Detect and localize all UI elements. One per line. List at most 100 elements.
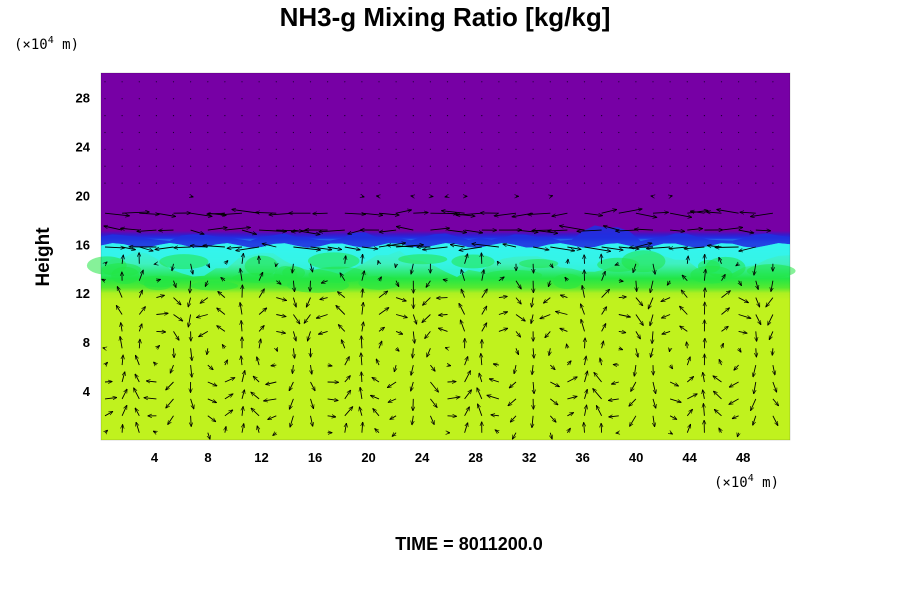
vector-field bbox=[102, 81, 779, 439]
calm-vector bbox=[258, 148, 260, 150]
wind-vector bbox=[338, 292, 346, 298]
wind-vector bbox=[618, 331, 626, 332]
wind-vector bbox=[362, 322, 364, 332]
wind-vector bbox=[379, 341, 382, 349]
wind-vector bbox=[703, 390, 705, 399]
wind-vector bbox=[704, 269, 705, 281]
wind-vector bbox=[344, 357, 350, 366]
wind-vector bbox=[516, 348, 519, 354]
wind-vector bbox=[630, 415, 637, 427]
calm-vector bbox=[446, 131, 449, 134]
wind-vector bbox=[565, 277, 567, 280]
calm-vector bbox=[532, 182, 534, 184]
wind-vector bbox=[338, 325, 346, 332]
calm-vector bbox=[669, 98, 671, 100]
calm-vector bbox=[566, 115, 569, 117]
calm-vector bbox=[601, 182, 603, 184]
wind-vector bbox=[207, 228, 227, 231]
wind-vector bbox=[146, 381, 157, 382]
plot-area bbox=[86, 72, 796, 440]
wind-vector bbox=[460, 320, 466, 332]
wind-vector bbox=[618, 209, 642, 214]
x-tick-label: 32 bbox=[522, 450, 536, 465]
wind-vector bbox=[327, 416, 336, 417]
wind-vector bbox=[156, 295, 164, 297]
wind-vector bbox=[729, 381, 739, 387]
wind-vector bbox=[174, 247, 191, 248]
wind-vector bbox=[545, 331, 551, 337]
calm-vector bbox=[583, 165, 586, 167]
wind-vector bbox=[373, 409, 380, 417]
calm-vector bbox=[498, 98, 500, 100]
calm-vector bbox=[155, 115, 157, 117]
calm-vector bbox=[309, 98, 312, 100]
calm-vector bbox=[498, 148, 500, 150]
calm-vector bbox=[155, 182, 157, 184]
wind-vector bbox=[619, 348, 623, 349]
wind-vector bbox=[669, 415, 677, 420]
wind-vector bbox=[362, 422, 363, 433]
wind-vector bbox=[550, 246, 574, 251]
wind-vector bbox=[437, 298, 448, 299]
wind-vector bbox=[425, 331, 431, 338]
wind-vector bbox=[136, 422, 140, 433]
wind-vector bbox=[224, 378, 235, 383]
wind-vector bbox=[395, 264, 396, 268]
green-patch bbox=[358, 276, 400, 290]
wind-vector bbox=[313, 213, 328, 214]
wind-vector bbox=[549, 364, 555, 370]
wind-vector bbox=[768, 314, 774, 326]
calm-vector bbox=[720, 182, 723, 184]
wind-vector bbox=[139, 339, 140, 349]
calm-vector bbox=[395, 131, 397, 134]
wind-vector bbox=[584, 389, 588, 400]
calm-vector bbox=[618, 182, 620, 184]
wind-vector bbox=[669, 348, 670, 351]
wind-vector bbox=[567, 259, 568, 264]
wind-vector bbox=[327, 399, 339, 401]
x-unit-exponent: 4 bbox=[748, 473, 754, 484]
wind-vector bbox=[217, 308, 226, 315]
wind-vector bbox=[498, 312, 508, 315]
calm-vector bbox=[618, 81, 620, 83]
wind-vector bbox=[567, 377, 577, 383]
calm-vector bbox=[224, 182, 226, 184]
wind-vector bbox=[443, 280, 448, 281]
wind-vector bbox=[533, 381, 534, 394]
wind-vector bbox=[481, 289, 488, 298]
calm-vector bbox=[412, 131, 414, 134]
wind-vector bbox=[686, 424, 690, 433]
wind-vector bbox=[593, 389, 602, 400]
wind-vector bbox=[259, 230, 286, 231]
wind-vector bbox=[156, 313, 168, 314]
wind-vector bbox=[737, 433, 738, 437]
wind-vector bbox=[650, 314, 654, 326]
wind-vector bbox=[362, 302, 363, 315]
calm-vector bbox=[138, 131, 140, 134]
wind-vector bbox=[613, 365, 619, 366]
calm-vector bbox=[155, 131, 157, 134]
wind-vector bbox=[635, 212, 657, 217]
calm-vector bbox=[498, 131, 500, 134]
calm-vector bbox=[738, 131, 740, 134]
wind-vector bbox=[174, 348, 175, 357]
wind-vector bbox=[190, 229, 204, 234]
calm-vector bbox=[207, 98, 209, 100]
wind-vector bbox=[173, 331, 180, 340]
wind-vector bbox=[584, 371, 588, 383]
calm-vector bbox=[515, 131, 517, 134]
wind-vector bbox=[251, 408, 260, 417]
calm-vector bbox=[172, 98, 175, 100]
calm-vector bbox=[309, 148, 312, 150]
calm-vector bbox=[344, 81, 346, 83]
y-axis-label: Height bbox=[33, 227, 54, 287]
calm-vector bbox=[738, 165, 740, 167]
wind-vector bbox=[359, 407, 362, 416]
wind-vector bbox=[482, 270, 484, 281]
calm-vector bbox=[121, 81, 123, 83]
wind-vector bbox=[379, 230, 397, 232]
calm-vector bbox=[172, 115, 175, 117]
calm-vector bbox=[395, 98, 397, 100]
wind-vector bbox=[156, 279, 160, 280]
wind-vector bbox=[464, 407, 470, 417]
